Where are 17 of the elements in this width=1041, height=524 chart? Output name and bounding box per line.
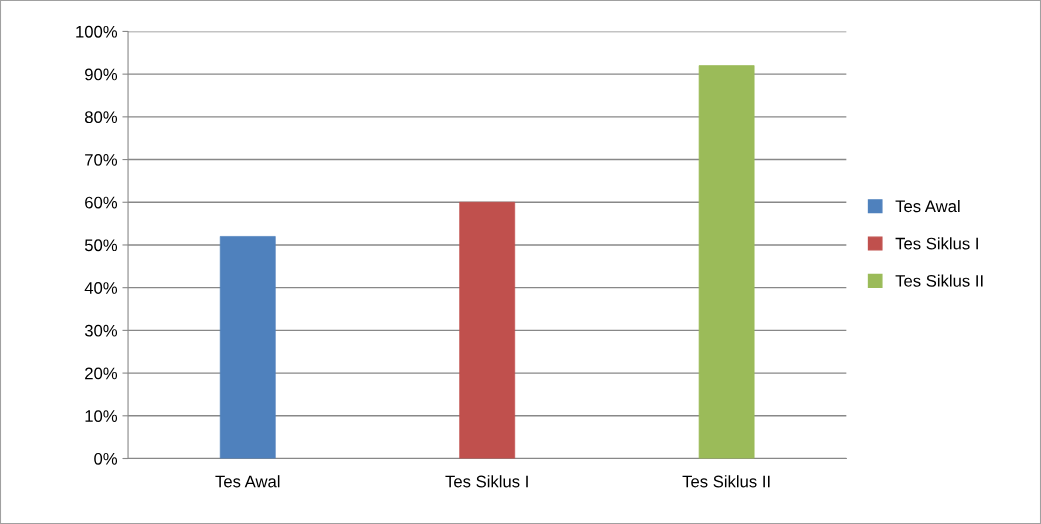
- y-tick-label: 10%: [85, 410, 118, 422]
- y-tick-label: 70%: [85, 153, 118, 166]
- y-tick-label: 100%: [76, 25, 118, 38]
- y-tick-label: 60%: [85, 196, 118, 209]
- legend-label: Tes Siklus I: [895, 237, 978, 250]
- legend-label: Tes Awal: [895, 199, 960, 213]
- x-tick-label: Tes Siklus II: [682, 475, 770, 488]
- y-tick-label: 0%: [94, 452, 118, 465]
- legend-label: Tes Siklus II: [895, 274, 983, 287]
- y-tick-label: 90%: [85, 68, 118, 81]
- y-tick-label: 80%: [84, 111, 118, 124]
- y-tick-label: 50%: [84, 239, 118, 252]
- y-tick-label: 30%: [84, 324, 118, 337]
- y-tick-label: 20%: [85, 367, 118, 380]
- x-tick-label: Tes Siklus I: [445, 475, 528, 488]
- y-tick-label: 40%: [84, 282, 118, 294]
- x-tick-label: Tes Awal: [215, 475, 280, 488]
